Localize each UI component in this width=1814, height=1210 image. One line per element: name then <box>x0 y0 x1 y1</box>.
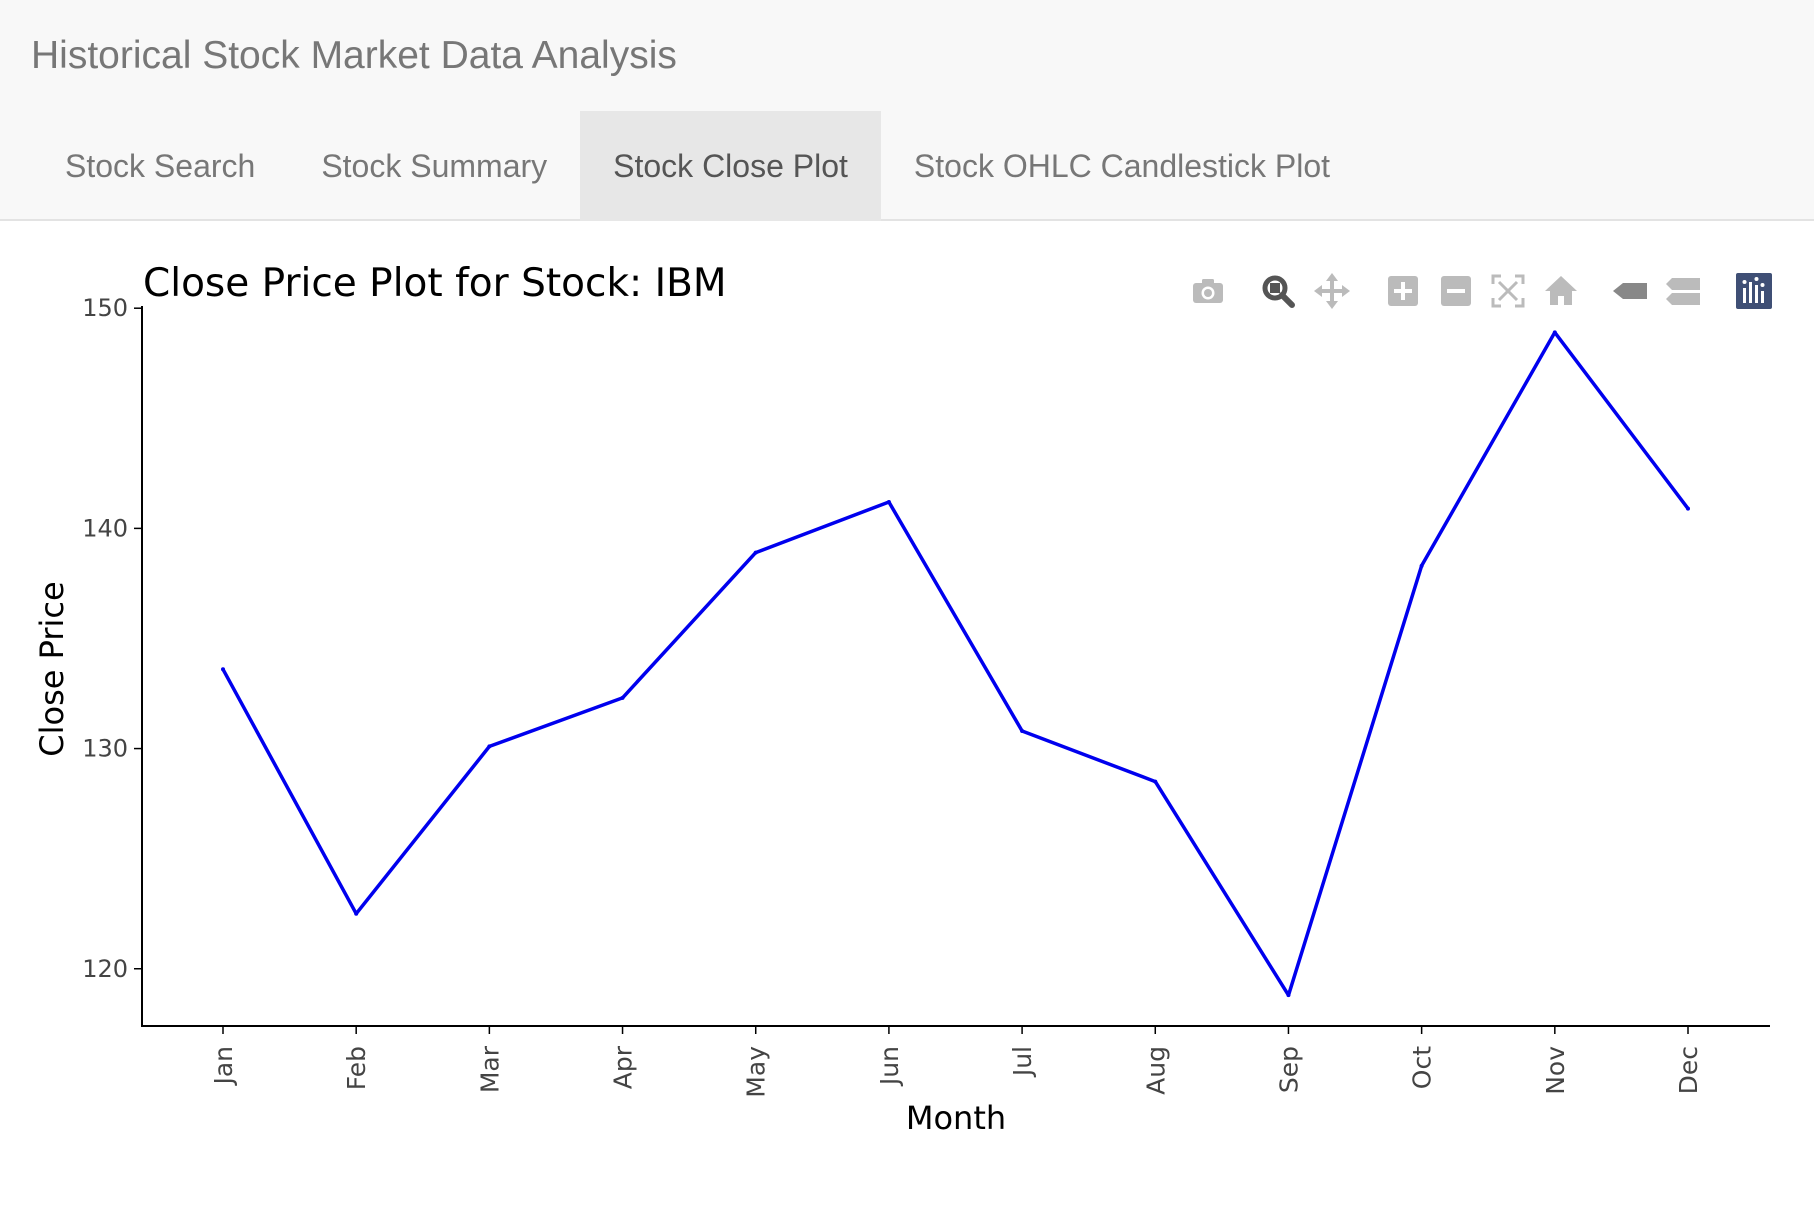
x-tick-label: Nov <box>1541 1046 1570 1095</box>
close-price-chart: Close Price Plot for Stock: IBM 120 130 14… <box>33 261 1770 1137</box>
tab-stock-summary[interactable]: Stock Summary <box>321 148 548 184</box>
data-point <box>620 695 625 700</box>
x-tick-label: Jun <box>875 1046 904 1087</box>
camera-icon[interactable] <box>1190 273 1226 309</box>
x-tick-label: Sep <box>1274 1046 1303 1093</box>
y-tick-label: 140 <box>82 514 128 542</box>
zoom-icon[interactable] <box>1260 273 1296 309</box>
reset-axes-icon[interactable] <box>1543 273 1579 309</box>
zoom-out-icon[interactable] <box>1438 273 1474 309</box>
chart-area: Close Price Plot for Stock: IBM 120 130 14… <box>0 221 1814 1210</box>
data-point <box>354 911 359 916</box>
x-tick-label: Jan <box>209 1046 238 1087</box>
x-tick-label: Apr <box>609 1045 638 1089</box>
close-price-line <box>221 330 1690 997</box>
x-tick-label: Mar <box>475 1045 504 1093</box>
x-tick-label: Oct <box>1408 1046 1437 1089</box>
y-tick-label: 130 <box>82 735 128 763</box>
data-point <box>1020 728 1025 733</box>
y-tick-label: 150 <box>82 294 128 322</box>
chart-title: Close Price Plot for Stock: IBM <box>143 261 726 306</box>
data-point <box>1286 993 1291 998</box>
hover-closest-icon[interactable] <box>1612 273 1648 309</box>
data-point <box>1552 330 1557 335</box>
y-ticks: 120 130 140 150 <box>82 294 142 983</box>
x-tick-label: Aug <box>1141 1046 1170 1095</box>
x-ticks: Jan Feb Mar Apr May Jun Jul Aug Sep Oct Nov Dec <box>209 1026 1703 1098</box>
hover-compare-icon[interactable] <box>1665 273 1701 309</box>
navbar: Historical Stock Market Data Analysis St… <box>0 0 1814 221</box>
data-point <box>487 744 492 749</box>
tab-stock-ohlc-candlestick-plot[interactable]: Stock OHLC Candlestick Plot <box>913 148 1331 184</box>
plot-modebar <box>0 221 1814 321</box>
data-point <box>1686 506 1690 511</box>
y-tick-label: 120 <box>82 955 128 983</box>
tab-stock-close-plot[interactable]: Stock Close Plot <box>580 111 881 221</box>
pan-icon[interactable] <box>1314 273 1350 309</box>
x-tick-label: May <box>742 1046 771 1098</box>
data-point <box>753 550 758 555</box>
data-point <box>1153 779 1158 784</box>
x-axis-title: Month <box>906 1099 1006 1137</box>
autoscale-icon[interactable] <box>1490 273 1526 309</box>
tab-stock-search[interactable]: Stock Search <box>65 148 256 184</box>
plotly-logo-icon[interactable] <box>1736 273 1772 309</box>
data-points <box>221 330 1690 998</box>
tab-bar: Stock Search Stock Summary Stock Close P… <box>32 111 1363 221</box>
zoom-in-icon[interactable] <box>1385 273 1421 309</box>
x-tick-label: Jul <box>1008 1046 1037 1078</box>
x-tick-label: Feb <box>342 1046 371 1090</box>
x-tick-label: Dec <box>1674 1046 1703 1094</box>
data-point <box>1419 563 1424 568</box>
data-point <box>221 667 225 672</box>
data-point <box>886 499 891 504</box>
app-title[interactable]: Historical Stock Market Data Analysis <box>31 34 677 77</box>
y-axis-title: Close Price <box>33 581 71 756</box>
